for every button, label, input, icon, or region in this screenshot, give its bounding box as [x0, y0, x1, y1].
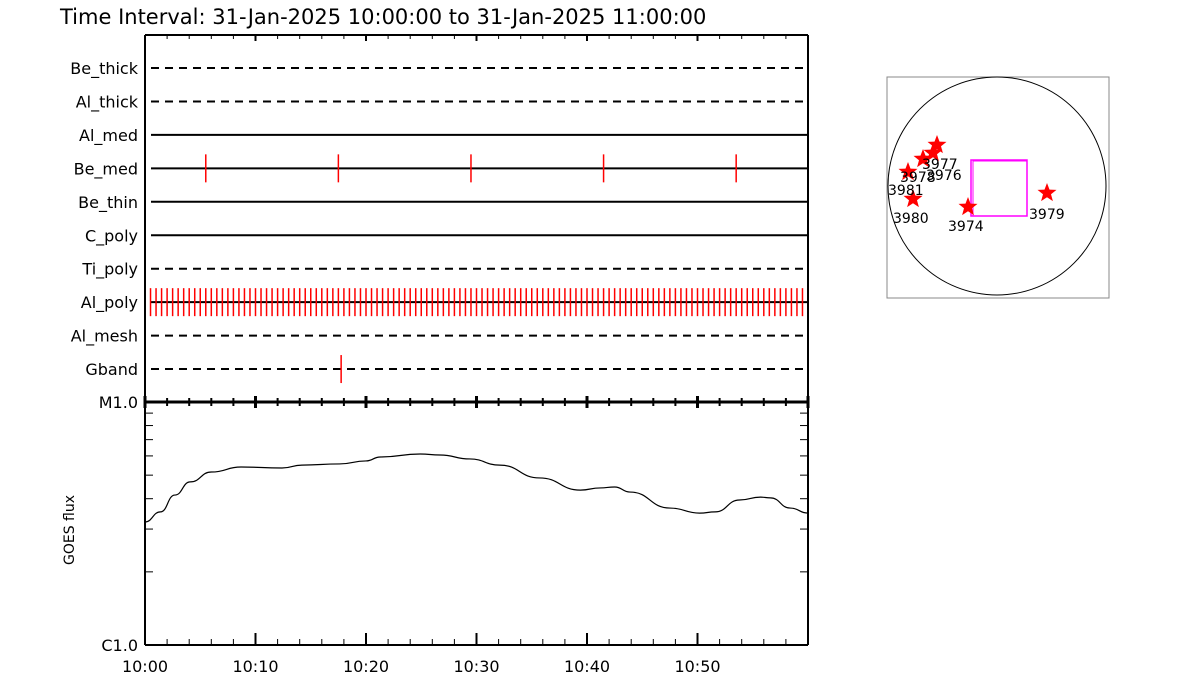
- active-region-star-icon: [1037, 183, 1057, 202]
- y-tick-label: C1.0: [101, 636, 138, 655]
- active-region-star-icon: [923, 143, 943, 162]
- active-region-label: 3980: [893, 211, 929, 227]
- x-tick-label: 10:30: [453, 657, 499, 676]
- goes-flux-panel: C1.0 M1.0 10:00 10:10 10:20 10:30 10:40 10:50 GO…: [62, 393, 809, 676]
- row-label: Gband: [85, 360, 138, 379]
- active-region-label: 3977: [922, 157, 958, 173]
- row-label: Al_thick: [76, 92, 139, 112]
- active-region-label: 3978: [900, 170, 936, 186]
- fov-box: [970, 159, 1028, 217]
- active-region-star-icon: [913, 149, 933, 168]
- x-tick-label: 10:40: [564, 657, 610, 676]
- active-region-label: 3981: [888, 183, 924, 199]
- active-region-label: 3979: [1029, 207, 1065, 223]
- row-label: C_poly: [85, 226, 138, 246]
- row-label: Be_med: [74, 159, 138, 179]
- row-label: Al_poly: [81, 293, 138, 313]
- goes-flux-line: [144, 453, 809, 523]
- row-label: Be_thin: [78, 193, 138, 213]
- y-tick-label: M1.0: [99, 393, 138, 412]
- row-label: Al_mesh: [71, 327, 138, 347]
- row-label: Al_med: [79, 126, 138, 146]
- fov-box: [972, 160, 1028, 217]
- x-tick-label: 10:10: [232, 657, 278, 676]
- x-tick-label: 10:50: [674, 657, 720, 676]
- filter-timeline-panel: Be_thick Al_thick Al_med Be_med Be_thin C_pol…: [70, 34, 810, 408]
- y-axis-label: GOES flux: [62, 495, 78, 565]
- active-region-star-icon: [903, 189, 923, 208]
- active-region-star-icon: [898, 162, 918, 181]
- active-region-label: 3976: [926, 168, 962, 184]
- row-label: Ti_poly: [81, 260, 138, 280]
- x-tick-label: 10:00: [122, 657, 168, 676]
- active-region-star-icon: [927, 135, 947, 154]
- chart-title: Time Interval: 31-Jan-2025 10:00:00 to 3…: [59, 5, 706, 29]
- solar-disk: [887, 76, 1107, 296]
- active-region-label: 3974: [948, 219, 984, 235]
- active-region-star-icon: [958, 197, 978, 216]
- x-tick-label: 10:20: [343, 657, 389, 676]
- row-label: Be_thick: [70, 59, 138, 79]
